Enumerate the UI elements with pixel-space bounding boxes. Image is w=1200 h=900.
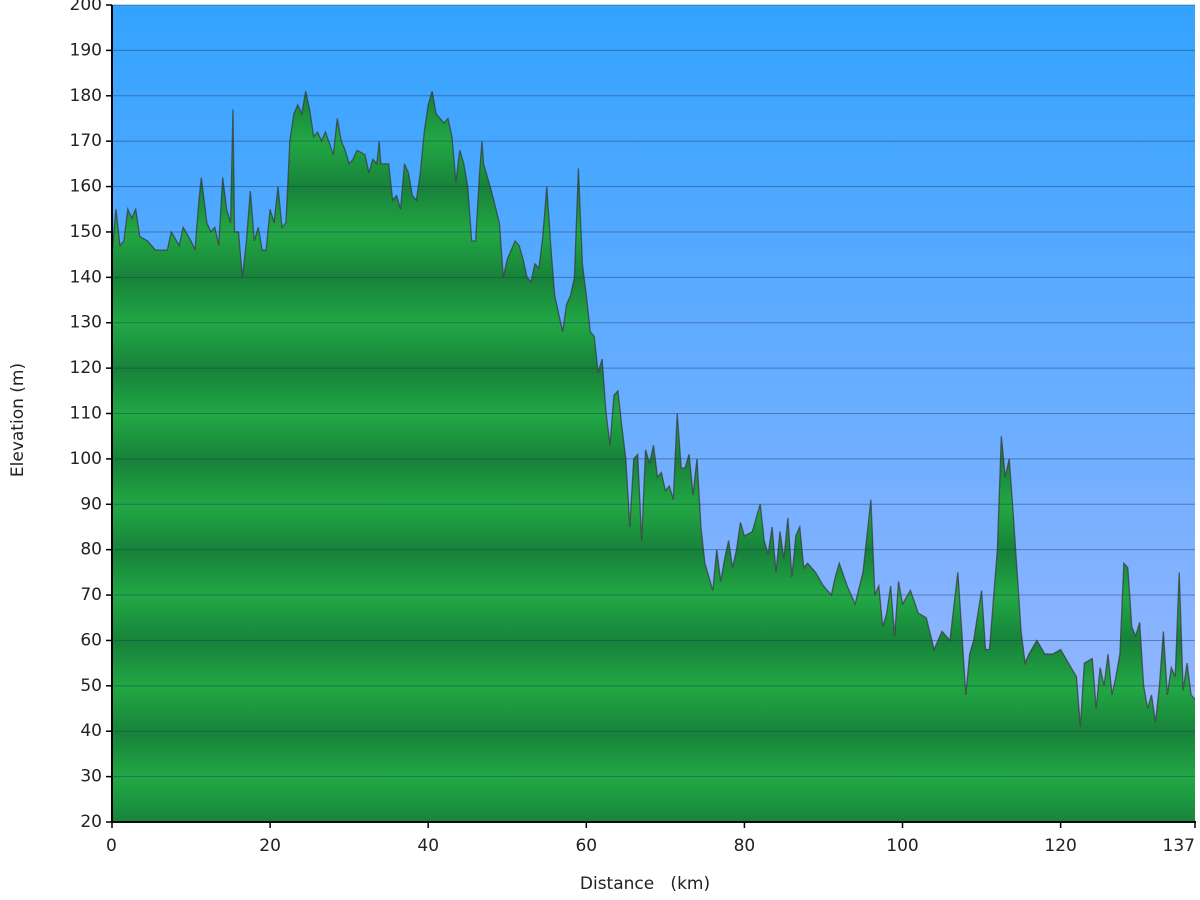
y-tick-label: 150 [70, 222, 102, 242]
y-tick-label: 20 [80, 812, 102, 832]
y-tick-label: 100 [70, 449, 102, 469]
y-tick-label: 80 [80, 540, 102, 560]
y-tick-label: 140 [70, 267, 102, 287]
y-tick-label: 170 [70, 131, 102, 151]
y-tick-label: 120 [70, 358, 102, 378]
x-axis-label: Distance (km) [580, 874, 710, 894]
elevation-area [112, 91, 1195, 823]
y-tick-label: 200 [70, 0, 102, 15]
y-tick-label: 30 [80, 767, 102, 787]
x-tick-label: 80 [734, 836, 756, 856]
y-tick-label: 110 [70, 404, 102, 424]
y-tick-label: 90 [80, 494, 102, 514]
y-tick-label: 160 [70, 177, 102, 197]
y-tick-label: 40 [80, 721, 102, 741]
elevation-line [111, 91, 1196, 727]
y-tick-label: 180 [70, 86, 102, 106]
x-tick-label: 100 [886, 836, 918, 856]
y-tick-label: 60 [80, 630, 102, 650]
y-tick-label: 50 [80, 676, 102, 696]
x-tick-label: 0 [106, 836, 117, 856]
x-tick-label: 60 [575, 836, 597, 856]
y-tick-label: 70 [80, 585, 102, 605]
x-tick-label: 137 [1163, 836, 1195, 856]
x-tick-label: 20 [259, 836, 281, 856]
y-tick-label: 130 [70, 313, 102, 333]
x-tick-label: 40 [417, 836, 439, 856]
y-tick-label: 190 [70, 40, 102, 60]
y-axis-label: Elevation (m) [8, 363, 28, 477]
x-tick-label: 120 [1044, 836, 1076, 856]
